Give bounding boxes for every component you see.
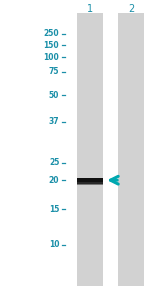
Text: 25: 25 — [49, 158, 59, 167]
Bar — [77, 178, 103, 184]
Text: 10: 10 — [49, 240, 59, 249]
Bar — [77, 13, 103, 286]
Text: 100: 100 — [44, 53, 59, 62]
Text: 1: 1 — [87, 4, 93, 14]
Text: 150: 150 — [44, 41, 59, 50]
Bar — [118, 13, 144, 286]
Text: 2: 2 — [128, 4, 134, 14]
Text: 37: 37 — [49, 117, 59, 126]
Text: 20: 20 — [49, 176, 59, 185]
Text: 250: 250 — [44, 29, 59, 38]
Text: 75: 75 — [49, 67, 59, 76]
Bar — [77, 182, 103, 185]
Text: 50: 50 — [49, 91, 59, 100]
Text: 15: 15 — [49, 205, 59, 214]
